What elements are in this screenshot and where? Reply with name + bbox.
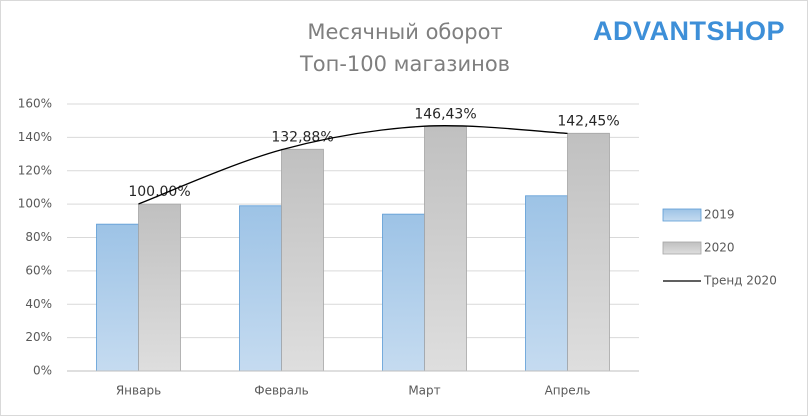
- trend-line: [138, 125, 568, 205]
- data-label: 100,00%: [128, 184, 190, 200]
- x-tick-label: Февраль: [254, 384, 309, 398]
- legend-label: 2019: [704, 208, 735, 222]
- data-label: 146,43%: [414, 107, 476, 123]
- bar: [424, 126, 467, 372]
- y-tick-label: 60%: [25, 263, 52, 277]
- bar: [138, 203, 181, 372]
- bar: [382, 213, 425, 372]
- legend-label: Тренд 2020: [703, 274, 777, 288]
- bar: [281, 148, 324, 372]
- legend-swatch: [662, 208, 702, 222]
- y-tick-label: 20%: [25, 330, 52, 344]
- y-tick-label: 120%: [18, 163, 52, 177]
- y-tick-label: 0%: [33, 364, 52, 378]
- x-tick-label: Апрель: [545, 384, 591, 398]
- chart-title: Месячный оборот: [307, 20, 502, 44]
- y-tick-label: 40%: [25, 297, 52, 311]
- bar: [525, 195, 568, 372]
- bar: [239, 205, 282, 372]
- y-tick-label: 140%: [18, 130, 52, 144]
- x-tick-label: Март: [408, 384, 440, 398]
- x-tick-label: Январь: [116, 384, 161, 398]
- brand-logo: ADVANTSHOP: [593, 16, 785, 46]
- bar: [96, 223, 139, 372]
- y-tick-label: 100%: [18, 197, 52, 211]
- data-label: 132,88%: [271, 129, 333, 145]
- y-tick-label: 160%: [18, 97, 52, 111]
- legend-label: 2020: [704, 241, 735, 255]
- y-tick-label: 80%: [25, 230, 52, 244]
- legend-swatch: [662, 241, 702, 255]
- bar: [567, 132, 610, 372]
- chart-title: Топ-100 магазинов: [299, 52, 510, 76]
- data-label: 142,45%: [557, 113, 619, 129]
